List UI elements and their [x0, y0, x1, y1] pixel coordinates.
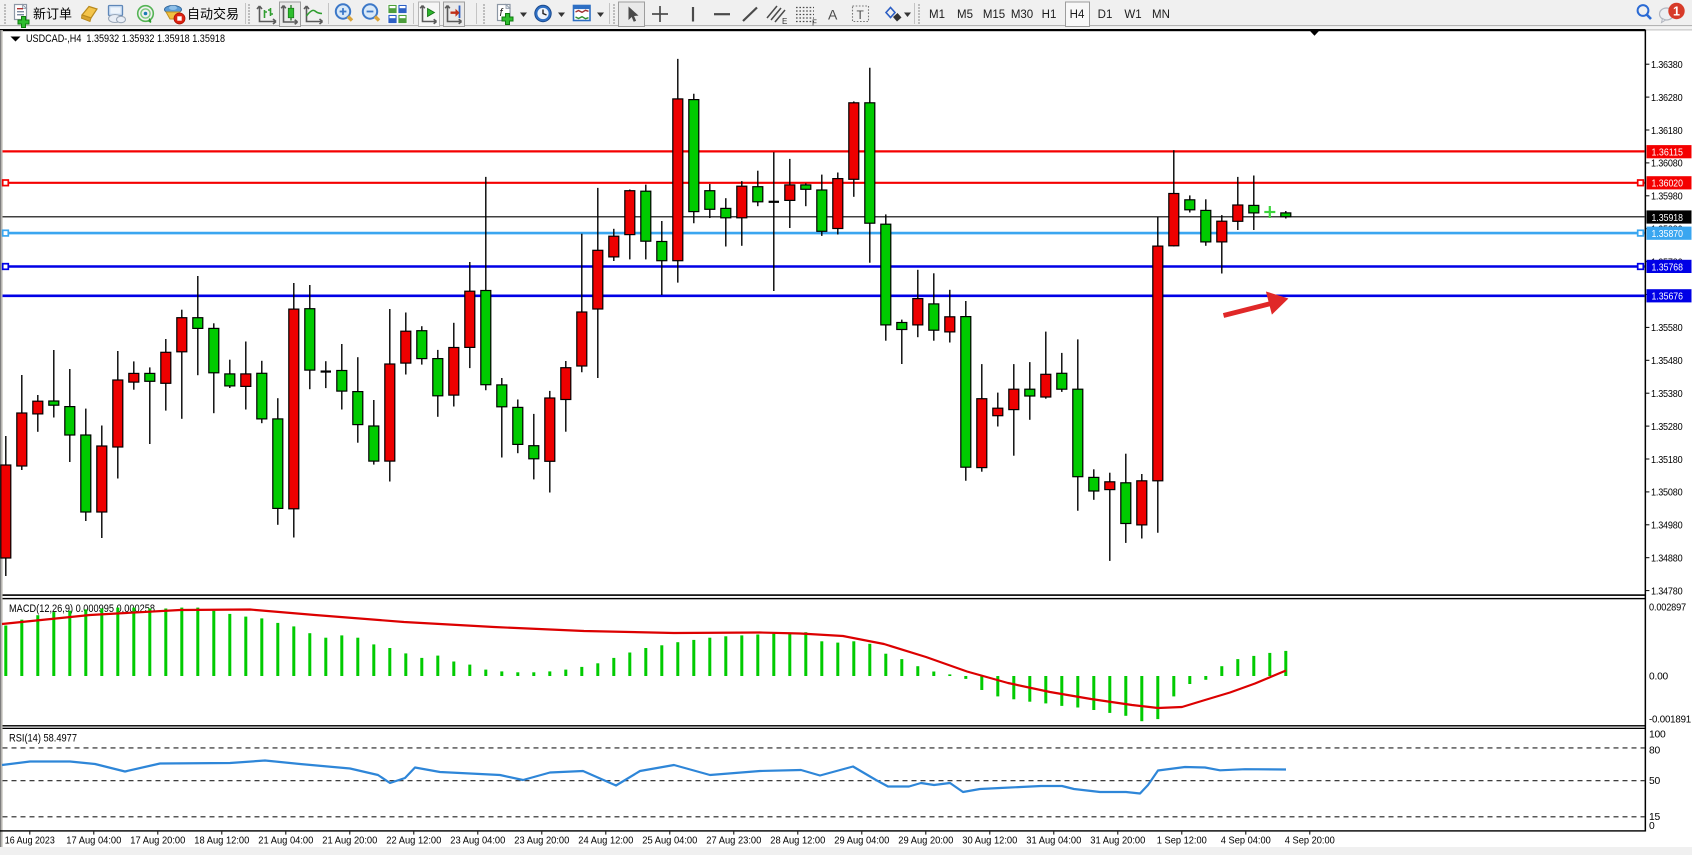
svg-text:21 Aug 04:00: 21 Aug 04:00: [258, 836, 313, 847]
svg-text:27 Aug 23:00: 27 Aug 23:00: [706, 836, 761, 847]
svg-text:1.35980: 1.35980: [1651, 192, 1683, 203]
svg-text:0: 0: [1649, 821, 1655, 832]
svg-text:21 Aug 20:00: 21 Aug 20:00: [322, 836, 377, 847]
svg-text:1.35768: 1.35768: [1652, 262, 1684, 273]
svg-text:1.36020: 1.36020: [1652, 179, 1684, 190]
svg-text:18 Aug 12:00: 18 Aug 12:00: [194, 836, 249, 847]
svg-text:1.36280: 1.36280: [1651, 93, 1683, 104]
svg-text:-0.001891: -0.001891: [1649, 715, 1691, 726]
svg-text:1.35080: 1.35080: [1651, 488, 1683, 499]
svg-text:4 Sep 20:00: 4 Sep 20:00: [1285, 836, 1335, 847]
svg-text:23 Aug 04:00: 23 Aug 04:00: [450, 836, 505, 847]
svg-text:自动交易: 自动交易: [187, 7, 239, 22]
svg-text:1 Sep 12:00: 1 Sep 12:00: [1157, 836, 1207, 847]
svg-text:29 Aug 20:00: 29 Aug 20:00: [898, 836, 953, 847]
svg-text:30 Aug 12:00: 30 Aug 12:00: [962, 836, 1017, 847]
svg-text:22 Aug 12:00: 22 Aug 12:00: [386, 836, 441, 847]
svg-text:RSI(14) 58.4977: RSI(14) 58.4977: [9, 733, 77, 745]
svg-text:1.34880: 1.34880: [1651, 554, 1683, 565]
svg-text:23 Aug 20:00: 23 Aug 20:00: [514, 836, 569, 847]
svg-text:1.34780: 1.34780: [1651, 586, 1683, 597]
svg-text:25 Aug 04:00: 25 Aug 04:00: [642, 836, 697, 847]
svg-text:E: E: [782, 17, 787, 26]
svg-text:1.35918: 1.35918: [1652, 213, 1684, 224]
svg-text:100: 100: [1649, 730, 1666, 741]
svg-text:1.36380: 1.36380: [1651, 60, 1683, 71]
svg-text:80: 80: [1649, 745, 1661, 756]
svg-text:31 Aug 04:00: 31 Aug 04:00: [1026, 836, 1081, 847]
svg-text:1.35870: 1.35870: [1652, 229, 1684, 240]
svg-text:MN: MN: [1152, 9, 1170, 21]
svg-text:A: A: [828, 7, 838, 23]
svg-text:17 Aug 20:00: 17 Aug 20:00: [130, 836, 185, 847]
svg-text:新订单: 新订单: [33, 7, 72, 22]
svg-text:24 Aug 12:00: 24 Aug 12:00: [578, 836, 633, 847]
svg-text:1.36080: 1.36080: [1651, 159, 1683, 170]
svg-text:50: 50: [1649, 776, 1661, 787]
svg-text:31 Aug 20:00: 31 Aug 20:00: [1090, 836, 1145, 847]
svg-text:1.35676: 1.35676: [1652, 292, 1684, 303]
svg-text:M15: M15: [983, 9, 1005, 21]
svg-text:M5: M5: [957, 9, 973, 21]
svg-text:17 Aug 04:00: 17 Aug 04:00: [66, 836, 121, 847]
svg-text:29 Aug 04:00: 29 Aug 04:00: [834, 836, 889, 847]
svg-text:USDCAD-,H4 1.35932 1.35932 1.: USDCAD-,H4 1.35932 1.35932 1.35918 1.359…: [26, 33, 225, 45]
svg-text:M1: M1: [929, 9, 945, 21]
svg-text:1.35280: 1.35280: [1651, 422, 1683, 433]
svg-text:28 Aug 12:00: 28 Aug 12:00: [770, 836, 825, 847]
svg-text:F: F: [812, 19, 817, 28]
svg-text:W1: W1: [1124, 9, 1141, 21]
svg-text:1.35180: 1.35180: [1651, 455, 1683, 466]
svg-text:0.002897: 0.002897: [1649, 603, 1686, 614]
svg-text:H4: H4: [1070, 9, 1085, 21]
svg-text:H1: H1: [1042, 9, 1057, 21]
svg-text:M30: M30: [1011, 9, 1033, 21]
svg-text:1: 1: [1673, 5, 1680, 19]
svg-text:1.34980: 1.34980: [1651, 521, 1683, 532]
svg-text:1.36180: 1.36180: [1651, 126, 1683, 137]
svg-text:1.35580: 1.35580: [1651, 323, 1683, 334]
svg-text:1.36115: 1.36115: [1652, 148, 1684, 159]
svg-text:1.35380: 1.35380: [1651, 389, 1683, 400]
svg-text:16 Aug 2023: 16 Aug 2023: [5, 836, 55, 847]
svg-text:0.00: 0.00: [1649, 672, 1668, 683]
svg-text:4 Sep 04:00: 4 Sep 04:00: [1221, 836, 1271, 847]
svg-text:1.35480: 1.35480: [1651, 356, 1683, 367]
svg-text:D1: D1: [1098, 9, 1113, 21]
svg-text:T: T: [857, 8, 865, 22]
